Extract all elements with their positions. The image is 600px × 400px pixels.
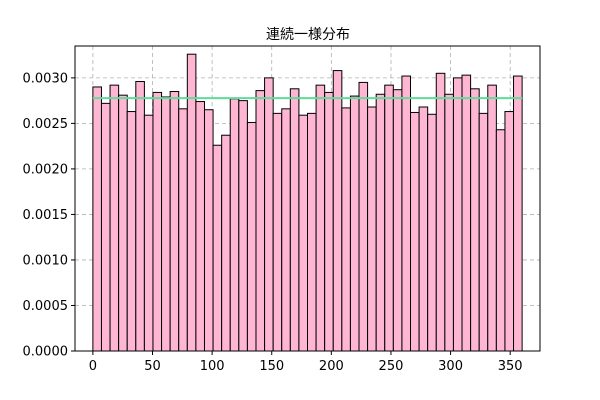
histogram-bar	[264, 77, 274, 352]
histogram-bar	[504, 111, 515, 352]
histogram-bar	[298, 114, 308, 352]
histogram-bar	[238, 100, 248, 352]
histogram-bar	[272, 112, 283, 352]
histogram-bar	[384, 84, 394, 352]
x-tick-label: 50	[144, 359, 161, 374]
histogram-bar	[461, 74, 472, 352]
x-tick-label: 300	[438, 359, 463, 374]
y-tick-label: 0.0010	[23, 253, 69, 268]
y-tick-label: 0.0030	[23, 71, 69, 86]
y-tick-label: 0.0025	[23, 117, 69, 132]
histogram-bar	[152, 91, 163, 352]
histogram-bar	[229, 98, 240, 352]
histogram-bar	[289, 88, 300, 352]
histogram-bar	[495, 129, 506, 352]
histogram-bar	[126, 111, 137, 352]
histogram-bar	[246, 121, 257, 352]
histogram-bar	[109, 84, 120, 352]
histogram-bar	[478, 112, 489, 352]
y-tick-label: 0.0020	[23, 162, 69, 177]
histogram-bar	[221, 134, 231, 352]
histogram-bar	[332, 70, 343, 352]
y-axis-ticks: 0.0000 0.0005 0.0010 0.0015 0.0020 0.0025 0.00…	[23, 71, 75, 360]
histogram-bar	[100, 102, 111, 352]
histogram-bar	[212, 144, 223, 352]
histogram-bar	[281, 108, 291, 352]
histogram-bars	[92, 53, 523, 352]
histogram-bar	[435, 72, 446, 352]
y-tick-label: 0.0000	[23, 345, 69, 360]
histogram-bar	[118, 94, 128, 352]
x-tick-label: 100	[200, 359, 225, 374]
histogram-bar	[203, 109, 214, 352]
x-tick-label: 150	[259, 359, 284, 374]
chart-title: 連続一様分布	[266, 26, 350, 43]
histogram-bar	[341, 107, 351, 352]
histogram-bar	[161, 96, 171, 352]
histogram-bar	[367, 106, 377, 352]
x-tick-label: 250	[379, 359, 404, 374]
histogram-bar	[143, 114, 154, 352]
histogram-bar	[444, 93, 454, 352]
histogram-bar	[375, 93, 386, 352]
histogram-bar	[487, 84, 497, 352]
histogram-bar	[427, 113, 437, 352]
y-tick-label: 0.0005	[23, 299, 69, 314]
x-tick-label: 0	[89, 359, 97, 374]
histogram-bar	[452, 77, 463, 352]
plot-frame	[74, 45, 541, 352]
histogram-bar	[470, 88, 480, 352]
x-tick-label: 200	[319, 359, 344, 374]
histogram-bar	[92, 86, 102, 352]
x-axis-ticks: 0 50 100 150 200 250 300 350	[89, 351, 523, 374]
histogram-bar	[358, 81, 369, 352]
histogram-bar	[513, 75, 523, 352]
x-tick-label: 350	[498, 359, 523, 374]
histogram-bar	[307, 112, 317, 352]
histogram-bar	[324, 91, 334, 352]
histogram-bar	[178, 108, 188, 352]
histogram-bar	[195, 101, 205, 352]
histogram-bar	[169, 91, 180, 352]
histogram-bar	[418, 106, 429, 352]
histogram-bar	[315, 84, 326, 352]
y-tick-label: 0.0015	[23, 208, 69, 223]
histogram-bar	[255, 90, 266, 352]
histogram-bar	[349, 95, 360, 352]
histogram-bar	[135, 81, 145, 352]
histogram-bar	[401, 75, 412, 352]
histogram-bar	[410, 111, 420, 352]
histogram-bar	[392, 89, 403, 352]
